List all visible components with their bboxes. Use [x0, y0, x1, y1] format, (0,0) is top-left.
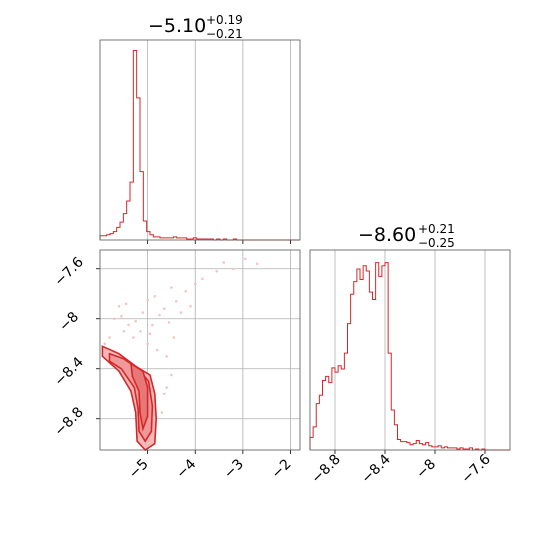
2d-scatter-point	[255, 262, 259, 266]
2d-scatter-point	[117, 304, 121, 308]
2d-scatter-point	[146, 342, 149, 346]
hist1-plot-area	[99, 39, 301, 244]
2d-scatter-point	[153, 294, 157, 298]
2d-scatter-point	[139, 329, 142, 333]
hist1-histogram-line	[99, 50, 300, 241]
2d-scatter-point	[124, 302, 128, 306]
title-p1-plus: +0.19	[206, 13, 243, 27]
2d-scatter-point	[112, 317, 116, 321]
hist2-xtick-label-3: −7.6	[458, 451, 493, 486]
hist2-xtick-label-2: −8	[413, 456, 439, 482]
2d-ytick-label-0: −7.6	[51, 254, 86, 289]
2d-scatter-point	[158, 313, 161, 317]
2d-scatter-point	[179, 311, 183, 314]
2d-scatter-point	[162, 392, 166, 396]
2d-scatter-point	[165, 354, 168, 358]
hist2-plot-area: −8.8 −8.4 −8 −7.6	[308, 249, 511, 487]
2d-scatter-point	[189, 304, 192, 308]
2d-scatter-point	[141, 311, 145, 314]
2d-scatter-point	[165, 386, 168, 389]
2d-scatter-point	[103, 342, 107, 346]
2d-scatter-point	[134, 319, 138, 323]
2d-xtick-label-1: −4	[173, 456, 199, 482]
hist2-xtick-label-0: −8.8	[308, 451, 343, 486]
2d-scatter-point	[162, 307, 166, 311]
2d-xtick-label-0: −5	[126, 456, 152, 482]
2d-scatter-point	[127, 323, 130, 327]
2d-ytick-label-2: −8.4	[51, 354, 86, 389]
2d-scatter-point	[155, 348, 159, 352]
2d-scatter-point	[232, 267, 235, 271]
2d-scatter-point	[151, 323, 154, 327]
title-p1-value: −5.10	[148, 15, 206, 37]
2d-scatter-point	[108, 336, 111, 339]
2d-scatter-point	[174, 299, 178, 303]
2d-xtick-label-3: −2	[269, 456, 295, 482]
2d-scatter-point	[215, 269, 218, 273]
2d-scatter-point	[160, 411, 164, 414]
hist2-histogram-line	[309, 262, 510, 451]
2d-scatter-point	[132, 336, 135, 339]
2d-scatter-point	[120, 314, 123, 318]
title-p1-minus: −0.21	[206, 27, 243, 41]
2d-contour-inner	[130, 362, 149, 432]
2d-xtick-label-2: −3	[221, 456, 247, 482]
title-p2-minus: −0.25	[418, 236, 455, 250]
hist2-xtick-label-1: −8.4	[358, 451, 393, 486]
hist1-frame	[99, 39, 301, 241]
2d-ytick-label-1: −8	[56, 309, 82, 335]
2d-scatter-point	[193, 282, 197, 286]
2d-ytick-label-3: −8.8	[51, 404, 86, 439]
hist2-frame	[309, 249, 511, 451]
2d-scatter-point	[146, 298, 149, 302]
2d-scatter-point	[170, 286, 173, 289]
2d-scatter-point	[243, 257, 247, 261]
histogram-panel-p2: −8.60 +0.21 −0.25 −8.8 −8.4 −8 −7.6	[308, 222, 511, 487]
2d-scatter-point	[201, 277, 204, 281]
title-p2-plus: +0.21	[418, 222, 455, 236]
2d-density-panel: −5 −4 −3 −2 −7.6 −8 −8.4 −8.8	[51, 249, 301, 482]
title-p2-value: −8.60	[358, 224, 416, 246]
2d-scatter-point	[148, 332, 152, 336]
2d-scatter-point	[222, 261, 226, 264]
2d-scatter-point	[167, 321, 171, 324]
2d-scatter-point	[122, 329, 126, 333]
2d-scatter-point	[170, 373, 173, 377]
histogram-panel-p1: −5.10 +0.19 −0.21	[99, 13, 301, 244]
2d-frame	[99, 249, 301, 451]
2d-scatter-point	[172, 336, 176, 339]
2d-scatter-point	[184, 289, 188, 293]
